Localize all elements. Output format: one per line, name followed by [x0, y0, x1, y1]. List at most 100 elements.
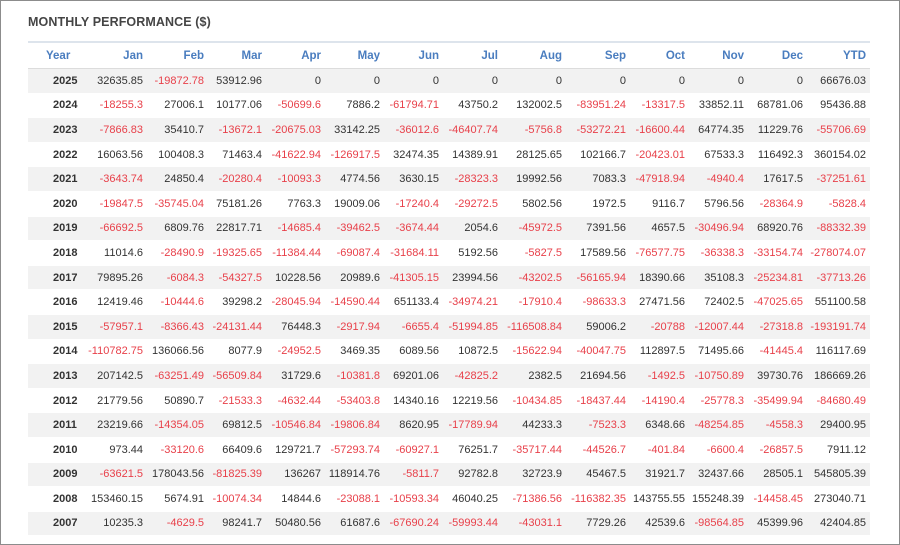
ytd-cell: -278074.07: [807, 240, 870, 266]
table-row: 2023 -7866.83 35410.7 -13672.1 -20675.03 3314…: [28, 117, 870, 143]
month-value-cell: 6348.66: [630, 412, 689, 438]
month-value-cell: -48254.85: [689, 412, 748, 438]
month-value-cell: -10434.85: [502, 388, 566, 414]
month-value-cell: -57957.1: [78, 314, 147, 340]
ytd-cell: 186669.26: [807, 363, 870, 389]
month-value-cell: -5827.5: [502, 240, 566, 266]
month-value-cell: -83951.24: [566, 93, 630, 119]
table-row: 2025 32635.85 -19872.78 53912.96 0 0 0 0 0 0 0 0 0 66…: [28, 68, 870, 94]
table-row: 2007 10235.3 -4629.5 98241.7 50480.56 61687.6…: [28, 511, 870, 537]
month-value-cell: 2054.6: [443, 216, 502, 242]
month-value-cell: -59993.44: [443, 511, 502, 537]
month-value-cell: -10750.89: [689, 363, 748, 389]
month-value-cell: 79895.26: [78, 265, 147, 291]
month-value-cell: 42539.6: [630, 511, 689, 537]
month-value-cell: -110782.75: [78, 339, 147, 365]
month-value-cell: -44526.7: [566, 437, 630, 463]
month-value-cell: -19806.84: [325, 412, 384, 438]
month-value-cell: -10444.6: [147, 289, 208, 315]
year-cell: 2017: [28, 265, 78, 291]
month-value-cell: 23219.66: [78, 412, 147, 438]
month-value-cell: -28490.9: [147, 240, 208, 266]
month-value-cell: 39298.2: [208, 289, 266, 315]
table-row: 2016 12419.46 -10444.6 39298.2 -28045.94 -145…: [28, 289, 870, 315]
year-cell: 2012: [28, 388, 78, 414]
panel-title: MONTHLY PERFORMANCE ($): [28, 15, 211, 29]
year-cell: 2014: [28, 339, 78, 365]
column-header-jun: Jun: [384, 41, 443, 69]
month-value-cell: 4774.56: [325, 166, 384, 192]
table-row: 2024 -18255.3 27006.1 10177.06 -50699.6 7886.…: [28, 93, 870, 119]
month-value-cell: 11014.6: [78, 240, 147, 266]
table-row: 2015 -57957.1 -8366.43 -24131.44 76448.3 -291…: [28, 314, 870, 340]
month-value-cell: -39462.5: [325, 216, 384, 242]
month-value-cell: 44233.3: [502, 412, 566, 438]
year-cell: 2020: [28, 191, 78, 217]
year-cell: 2011: [28, 412, 78, 438]
month-value-cell: -53403.8: [325, 388, 384, 414]
month-value-cell: 9116.7: [630, 191, 689, 217]
month-value-cell: -56165.94: [566, 265, 630, 291]
month-value-cell: -19325.65: [208, 240, 266, 266]
ytd-cell: 7911.12: [807, 437, 870, 463]
month-value-cell: 28505.1: [748, 462, 807, 488]
month-value-cell: -126917.5: [325, 142, 384, 168]
month-value-cell: 8077.9: [208, 339, 266, 365]
year-cell: 2015: [28, 314, 78, 340]
month-value-cell: 32723.9: [502, 462, 566, 488]
ytd-cell: 95436.88: [807, 93, 870, 119]
month-value-cell: -5756.8: [502, 117, 566, 143]
month-value-cell: 10872.5: [443, 339, 502, 365]
month-value-cell: 178043.56: [147, 462, 208, 488]
month-value-cell: -1492.5: [630, 363, 689, 389]
month-value-cell: 1972.5: [566, 191, 630, 217]
month-value-cell: 32474.35: [384, 142, 443, 168]
month-value-cell: 118914.76: [325, 462, 384, 488]
month-value-cell: 32635.85: [78, 68, 147, 94]
month-value-cell: 153460.15: [78, 486, 147, 512]
month-value-cell: -10546.84: [266, 412, 325, 438]
table-row: 2012 21779.56 50890.7 -21533.3 -4632.44 -5340…: [28, 388, 870, 414]
month-value-cell: 10177.06: [208, 93, 266, 119]
column-header-sep: Sep: [566, 41, 630, 69]
month-value-cell: -10093.3: [266, 166, 325, 192]
month-value-cell: 71495.66: [689, 339, 748, 365]
month-value-cell: 0: [689, 68, 748, 94]
month-value-cell: -40047.75: [566, 339, 630, 365]
ytd-cell: 42404.85: [807, 511, 870, 537]
month-value-cell: -36012.6: [384, 117, 443, 143]
month-value-cell: -63621.5: [78, 462, 147, 488]
month-value-cell: 31921.7: [630, 462, 689, 488]
month-value-cell: 39730.76: [748, 363, 807, 389]
month-value-cell: 27006.1: [147, 93, 208, 119]
month-value-cell: 69812.5: [208, 412, 266, 438]
ytd-cell: -55706.69: [807, 117, 870, 143]
month-value-cell: 0: [502, 68, 566, 94]
month-value-cell: 17589.56: [566, 240, 630, 266]
month-value-cell: 33852.11: [689, 93, 748, 119]
month-value-cell: 132002.5: [502, 93, 566, 119]
month-value-cell: -401.84: [630, 437, 689, 463]
month-value-cell: 35410.7: [147, 117, 208, 143]
month-value-cell: -23088.1: [325, 486, 384, 512]
year-cell: 2007: [28, 511, 78, 537]
month-value-cell: -4632.44: [266, 388, 325, 414]
month-value-cell: 2382.5: [502, 363, 566, 389]
month-value-cell: 24850.4: [147, 166, 208, 192]
month-value-cell: -4629.5: [147, 511, 208, 537]
table-row: 2019 -66692.5 6809.76 22817.71 -14685.4 -3946…: [28, 216, 870, 242]
month-value-cell: 12419.46: [78, 289, 147, 315]
month-value-cell: -28323.3: [443, 166, 502, 192]
month-value-cell: -14354.05: [147, 412, 208, 438]
month-value-cell: -98564.85: [689, 511, 748, 537]
month-value-cell: -14190.4: [630, 388, 689, 414]
month-value-cell: -14590.44: [325, 289, 384, 315]
month-value-cell: -42825.2: [443, 363, 502, 389]
month-value-cell: 98241.7: [208, 511, 266, 537]
ytd-cell: -88332.39: [807, 216, 870, 242]
month-value-cell: 50480.56: [266, 511, 325, 537]
year-cell: 2021: [28, 166, 78, 192]
month-value-cell: -10593.34: [384, 486, 443, 512]
month-value-cell: -20423.01: [630, 142, 689, 168]
